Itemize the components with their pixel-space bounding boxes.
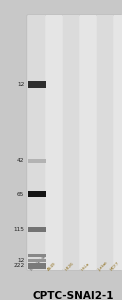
Text: MCF7: MCF7 [110,261,121,272]
Text: MW ladder: MW ladder [30,253,48,272]
Text: 12: 12 [17,82,24,87]
Text: 222: 222 [13,263,24,268]
Bar [28,259,46,262]
Text: H226: H226 [64,261,75,272]
Bar [28,191,46,197]
Bar [63,15,79,270]
Text: Jurkat: Jurkat [97,260,108,272]
Bar [28,227,46,232]
Bar [28,159,46,163]
Text: HeLa: HeLa [81,261,91,272]
Text: CPTC-SNAI2-1: CPTC-SNAI2-1 [32,291,114,300]
Bar [28,81,46,88]
Bar [80,15,96,270]
Bar [28,254,46,257]
Bar [28,15,45,270]
Text: 115: 115 [13,227,24,232]
Bar [27,15,121,270]
Text: 12: 12 [17,258,24,262]
Text: 42: 42 [17,158,24,163]
Bar [97,15,113,270]
Text: 65: 65 [17,192,24,197]
Text: A549: A549 [47,261,57,272]
Bar [114,15,122,270]
Bar [28,262,46,268]
Bar [46,15,62,270]
